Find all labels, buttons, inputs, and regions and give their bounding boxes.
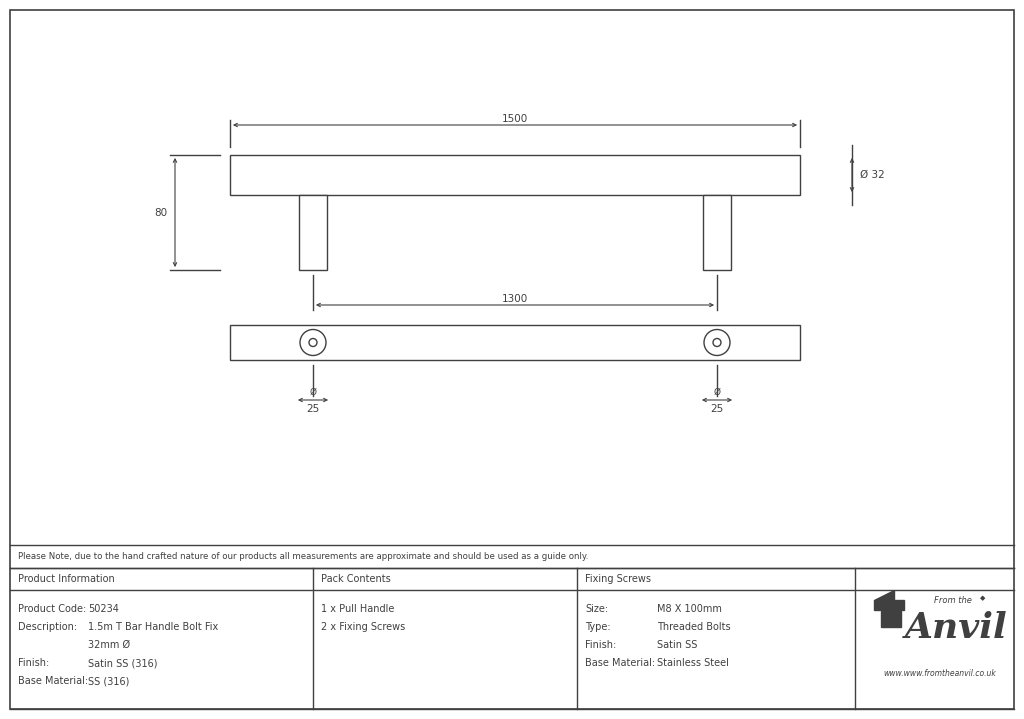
- Text: Product Code:: Product Code:: [18, 604, 86, 614]
- Text: 1500: 1500: [502, 114, 528, 124]
- Text: Ø 32: Ø 32: [860, 170, 885, 180]
- Text: 25: 25: [711, 404, 724, 414]
- Bar: [299, 195, 327, 270]
- Polygon shape: [874, 590, 904, 610]
- Text: Ø: Ø: [309, 388, 316, 397]
- Text: 1300: 1300: [502, 294, 528, 304]
- Circle shape: [300, 329, 326, 355]
- Text: Stainless Steel: Stainless Steel: [657, 658, 729, 668]
- Text: 25: 25: [306, 404, 319, 414]
- Text: Size:: Size:: [585, 604, 608, 614]
- Text: ◆: ◆: [980, 595, 985, 602]
- Bar: [230, 325, 800, 360]
- Text: Product Information: Product Information: [18, 574, 115, 584]
- Text: 32mm Ø: 32mm Ø: [88, 640, 130, 650]
- Polygon shape: [881, 610, 900, 626]
- Bar: [230, 155, 800, 195]
- Bar: [703, 195, 731, 270]
- Text: Satin SS: Satin SS: [657, 640, 697, 650]
- Text: 80: 80: [154, 208, 167, 218]
- Circle shape: [705, 329, 730, 355]
- Text: Anvil: Anvil: [905, 611, 1008, 646]
- Text: Base Material:: Base Material:: [18, 676, 88, 686]
- Text: 1 x Pull Handle: 1 x Pull Handle: [321, 604, 394, 614]
- Text: Type:: Type:: [585, 622, 610, 632]
- Text: 2 x Fixing Screws: 2 x Fixing Screws: [321, 622, 406, 632]
- Text: M8 X 100mm: M8 X 100mm: [657, 604, 722, 614]
- Text: Finish:: Finish:: [18, 658, 49, 668]
- Text: Fixing Screws: Fixing Screws: [585, 574, 651, 584]
- Text: www.www.fromtheanvil.co.uk: www.www.fromtheanvil.co.uk: [883, 669, 996, 678]
- Text: Ø: Ø: [714, 388, 721, 397]
- Text: Satin SS (316): Satin SS (316): [88, 658, 158, 668]
- Text: Description:: Description:: [18, 622, 77, 632]
- Circle shape: [309, 339, 317, 347]
- Text: Please Note, due to the hand crafted nature of our products all measurements are: Please Note, due to the hand crafted nat…: [18, 552, 589, 561]
- Text: 1.5m T Bar Handle Bolt Fix: 1.5m T Bar Handle Bolt Fix: [88, 622, 218, 632]
- Text: Threaded Bolts: Threaded Bolts: [657, 622, 731, 632]
- Text: 50234: 50234: [88, 604, 119, 614]
- Text: Pack Contents: Pack Contents: [321, 574, 391, 584]
- Circle shape: [713, 339, 721, 347]
- Text: Finish:: Finish:: [585, 640, 616, 650]
- Text: From the: From the: [934, 596, 972, 605]
- Text: Base Material:: Base Material:: [585, 658, 655, 668]
- Text: SS (316): SS (316): [88, 676, 129, 686]
